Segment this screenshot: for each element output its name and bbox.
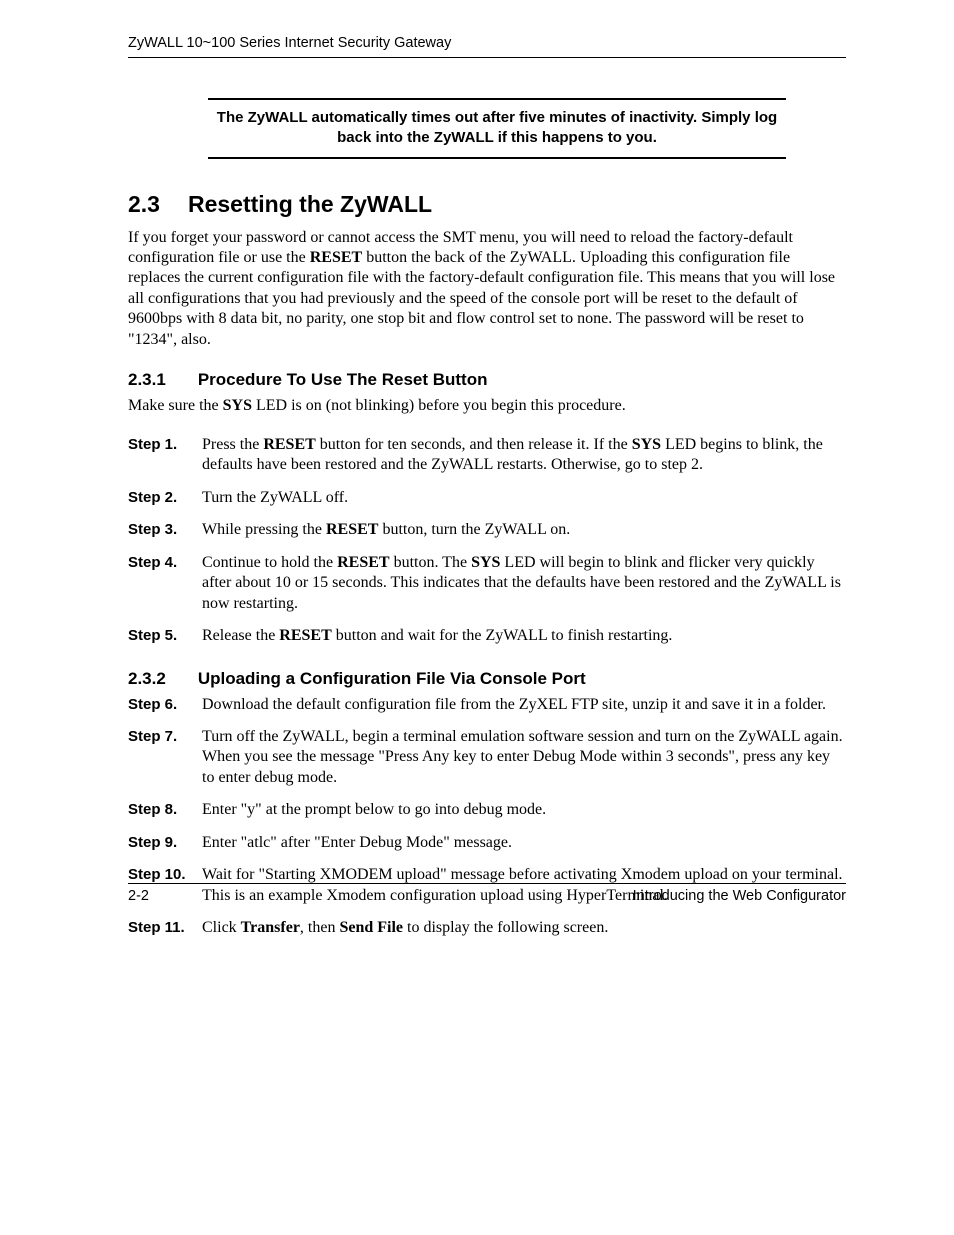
step-text: Press the [202, 436, 263, 453]
section-number: 2.3 [128, 191, 160, 218]
lead-bold: SYS [223, 397, 252, 414]
step-row: Step 4.Continue to hold the RESET button… [128, 553, 846, 614]
step-bold-text: Transfer [241, 919, 300, 936]
step-body: While pressing the RESET button, turn th… [202, 520, 846, 540]
note-line-1: The ZyWALL automatically times out after… [217, 109, 777, 126]
step-body: Continue to hold the RESET button. The S… [202, 553, 846, 614]
step-label: Step 7. [128, 727, 202, 788]
timeout-note: The ZyWALL automatically times out after… [208, 98, 786, 159]
lead-post: LED is on (not blinking) before you begi… [252, 397, 626, 414]
step-row: Step 3.While pressing the RESET button, … [128, 520, 846, 540]
step-text: button, turn the ZyWALL on. [378, 521, 570, 538]
step-body: Turn the ZyWALL off. [202, 488, 846, 508]
subsection-2-number: 2.3.2 [128, 669, 166, 689]
step-body: Turn off the ZyWALL, begin a terminal em… [202, 727, 846, 788]
step-text: Click [202, 919, 241, 936]
step-bold-text: RESET [326, 521, 378, 538]
step-row: Step 5.Release the RESET button and wait… [128, 626, 846, 646]
step-label: Step 8. [128, 800, 202, 820]
step-label: Step 6. [128, 695, 202, 715]
running-header: ZyWALL 10~100 Series Internet Security G… [128, 35, 846, 58]
section-intro: If you forget your password or cannot ac… [128, 228, 846, 351]
step-text: , then [300, 919, 340, 936]
page-number: 2-2 [128, 888, 149, 904]
step-label: Step 9. [128, 833, 202, 853]
step-bold-text: RESET [337, 554, 389, 571]
page-footer: 2-2 Introducing the Web Configurator [128, 883, 846, 904]
step-label: Step 1. [128, 435, 202, 476]
step-body: Click Transfer, then Send File to displa… [202, 918, 846, 938]
step-row: Step 11.Click Transfer, then Send File t… [128, 918, 846, 938]
step-row: Step 7.Turn off the ZyWALL, begin a term… [128, 727, 846, 788]
section-heading: 2.3 Resetting the ZyWALL [128, 191, 846, 218]
step-text: Turn off the ZyWALL, begin a terminal em… [202, 728, 843, 786]
step-row: Step 2.Turn the ZyWALL off. [128, 488, 846, 508]
step-row: Step 9.Enter "atlc" after "Enter Debug M… [128, 833, 846, 853]
reset-button-steps: Step 1.Press the RESET button for ten se… [128, 435, 846, 647]
step-text: button and wait for the ZyWALL to finish… [332, 627, 673, 644]
step-bold-text: RESET [263, 436, 315, 453]
lead-pre: Make sure the [128, 397, 223, 414]
subsection-1-title: Procedure To Use The Reset Button [198, 370, 488, 389]
step-label: Step 4. [128, 553, 202, 614]
step-text: Continue to hold the [202, 554, 337, 571]
step-body: Enter "y" at the prompt below to go into… [202, 800, 846, 820]
step-text: button. The [390, 554, 471, 571]
step-bold-text: Send File [339, 919, 403, 936]
document-page: ZyWALL 10~100 Series Internet Security G… [0, 0, 954, 1235]
intro-bold: RESET [310, 249, 362, 266]
step-label: Step 11. [128, 918, 202, 938]
step-body: Enter "atlc" after "Enter Debug Mode" me… [202, 833, 846, 853]
step-bold-text: SYS [632, 436, 661, 453]
step-text: Release the [202, 627, 279, 644]
step-text: Enter "atlc" after "Enter Debug Mode" me… [202, 834, 512, 851]
step-row: Step 8.Enter "y" at the prompt below to … [128, 800, 846, 820]
step-label: Step 3. [128, 520, 202, 540]
note-line-2: back into the ZyWALL if this happens to … [337, 129, 657, 146]
step-row: Step 6.Download the default configuratio… [128, 695, 846, 715]
subsection-2-heading: 2.3.2 Uploading a Configuration File Via … [128, 669, 846, 689]
chapter-title: Introducing the Web Configurator [633, 888, 846, 904]
subsection-1-number: 2.3.1 [128, 370, 166, 390]
step-text: Turn the ZyWALL off. [202, 489, 348, 506]
step-text: While pressing the [202, 521, 326, 538]
step-row: Step 1.Press the RESET button for ten se… [128, 435, 846, 476]
step-text: Download the default configuration file … [202, 696, 826, 713]
section-title: Resetting the ZyWALL [188, 191, 432, 217]
step-bold-text: RESET [279, 627, 331, 644]
step-label: Step 5. [128, 626, 202, 646]
subsection-1-lead: Make sure the SYS LED is on (not blinkin… [128, 396, 846, 416]
step-bold-text: SYS [471, 554, 500, 571]
step-label: Step 2. [128, 488, 202, 508]
step-text: Enter "y" at the prompt below to go into… [202, 801, 546, 818]
step-body: Download the default configuration file … [202, 695, 846, 715]
subsection-1-heading: 2.3.1 Procedure To Use The Reset Button [128, 370, 846, 390]
subsection-2-title: Uploading a Configuration File Via Conso… [198, 669, 586, 688]
step-body: Press the RESET button for ten seconds, … [202, 435, 846, 476]
step-text: to display the following screen. [403, 919, 608, 936]
step-body: Release the RESET button and wait for th… [202, 626, 846, 646]
step-text: button for ten seconds, and then release… [316, 436, 632, 453]
